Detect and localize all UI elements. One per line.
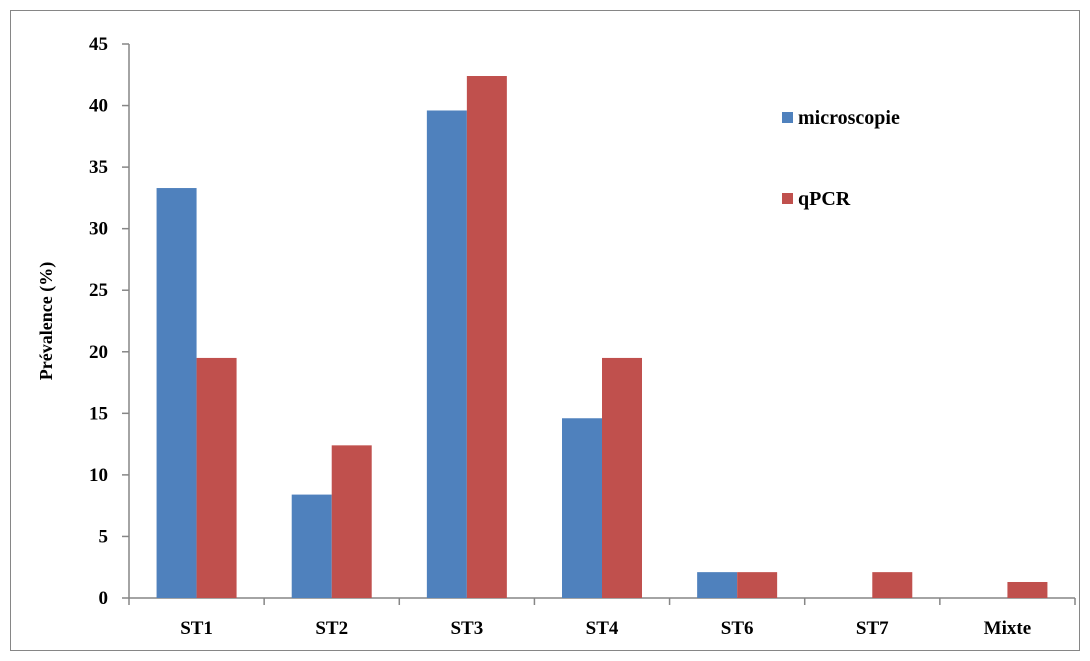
- x-tick-label: ST2: [315, 618, 348, 639]
- x-tick-label: ST3: [450, 618, 483, 639]
- y-tick-label: 5: [99, 526, 109, 547]
- x-tick-label: Mixte: [984, 618, 1031, 639]
- y-tick-label: 10: [89, 465, 108, 486]
- legend: microscopie qPCR: [782, 107, 900, 210]
- x-tick-label: ST4: [586, 618, 619, 639]
- bar-qpcr-st6: [737, 572, 778, 598]
- bar-microscopie-st1: [156, 188, 197, 599]
- bar-qpcr-mixte: [1007, 581, 1048, 598]
- bar-qpcr-st7: [872, 572, 913, 598]
- legend-label-qpcr: qPCR: [798, 188, 851, 210]
- x-tick-label: ST1: [180, 618, 213, 639]
- bar-qpcr-st3: [466, 76, 507, 598]
- legend-label-microscopie: microscopie: [798, 107, 900, 129]
- y-tick-label: 35: [89, 157, 108, 178]
- y-tick-label: 45: [89, 34, 108, 55]
- legend-swatch-qpcr: [782, 193, 793, 204]
- bars: [156, 76, 1048, 599]
- y-tick-label: 0: [99, 588, 109, 609]
- bar-microscopie-st3: [426, 110, 467, 598]
- y-tick-label: 15: [89, 403, 108, 424]
- bar-qpcr-st4: [602, 357, 642, 598]
- bar-microscopie-st4: [562, 418, 602, 598]
- bar-microscopie-st6: [697, 572, 738, 598]
- y-axis: 0 5 10 15 20 25 30 35 40 45: [89, 34, 130, 609]
- bar-microscopie-st2: [291, 494, 332, 598]
- x-axis: ST1 ST2 ST3 ST4 ST6 ST7 Mixte: [128, 597, 1076, 639]
- bar-qpcr-st1: [196, 357, 237, 598]
- x-tick-label: ST7: [856, 618, 889, 639]
- y-tick-label: 30: [89, 219, 108, 240]
- legend-swatch-microscopie: [782, 112, 793, 123]
- y-tick-label: 20: [89, 342, 108, 363]
- y-tick-label: 40: [89, 96, 108, 117]
- y-axis-title: Prévalence (%): [36, 262, 57, 380]
- x-tick-label: ST6: [721, 618, 754, 639]
- bar-qpcr-st2: [331, 445, 372, 598]
- y-tick-label: 25: [89, 280, 108, 301]
